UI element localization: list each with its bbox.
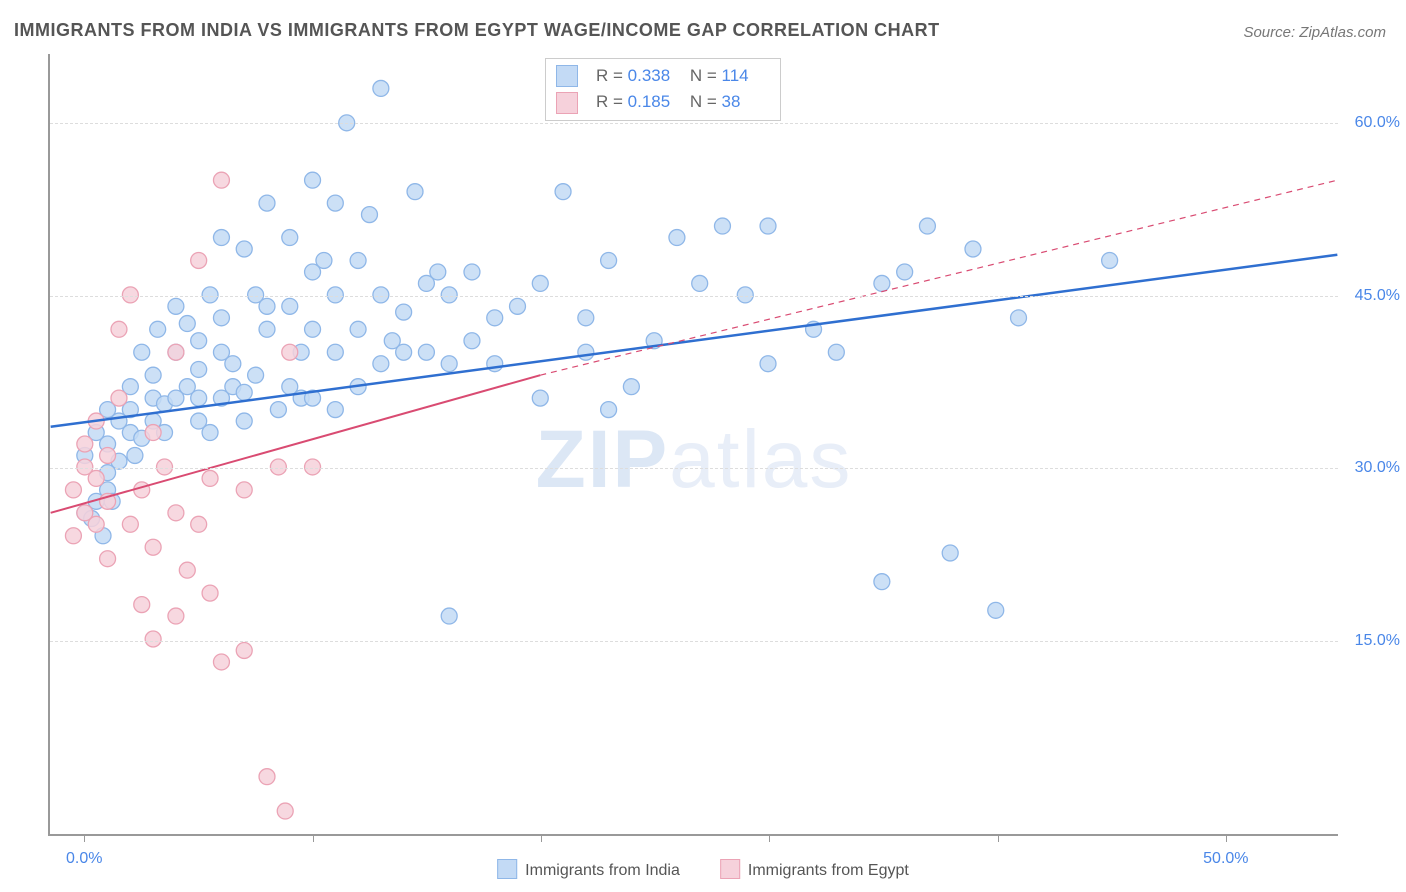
legend-item: Immigrants from India [497,859,680,880]
x-tick-mark [1226,834,1227,842]
legend-label: Immigrants from India [525,862,680,879]
legend-swatch [556,65,578,87]
gridline [50,123,1338,124]
gridline [50,468,1338,469]
series-legend: Immigrants from India Immigrants from Egy… [497,859,909,880]
x-tick-mark [84,834,85,842]
y-tick-label: 15.0% [1355,632,1400,650]
x-tick-mark [541,834,542,842]
x-tick-mark [313,834,314,842]
x-tick-mark [998,834,999,842]
scatter-svg-layer [50,54,1338,834]
watermark: ZIPatlas [536,413,853,507]
x-tick-mark [769,834,770,842]
x-tick-label: 0.0% [66,850,102,868]
legend-swatch [497,859,517,879]
x-tick-label: 50.0% [1203,850,1248,868]
legend-item: Immigrants from Egypt [720,859,909,880]
stats-legend: R = 0.338 N = 114R = 0.185 N = 38 [545,58,781,121]
y-tick-label: 60.0% [1355,114,1400,132]
gridline [50,296,1338,297]
y-tick-label: 45.0% [1355,287,1400,305]
page-title: IMMIGRANTS FROM INDIA VS IMMIGRANTS FROM… [14,20,940,41]
legend-label: Immigrants from Egypt [748,862,909,879]
y-tick-label: 30.0% [1355,459,1400,477]
legend-swatch [720,859,740,879]
gridline [50,641,1338,642]
legend-swatch [556,92,578,114]
stats-legend-row: R = 0.185 N = 38 [556,89,770,115]
chart-plot-area: ZIPatlas 15.0%30.0%45.0%60.0%0.0%50.0% [48,54,1338,836]
source-attribution: Source: ZipAtlas.com [1243,24,1386,41]
stats-legend-row: R = 0.338 N = 114 [556,63,770,89]
